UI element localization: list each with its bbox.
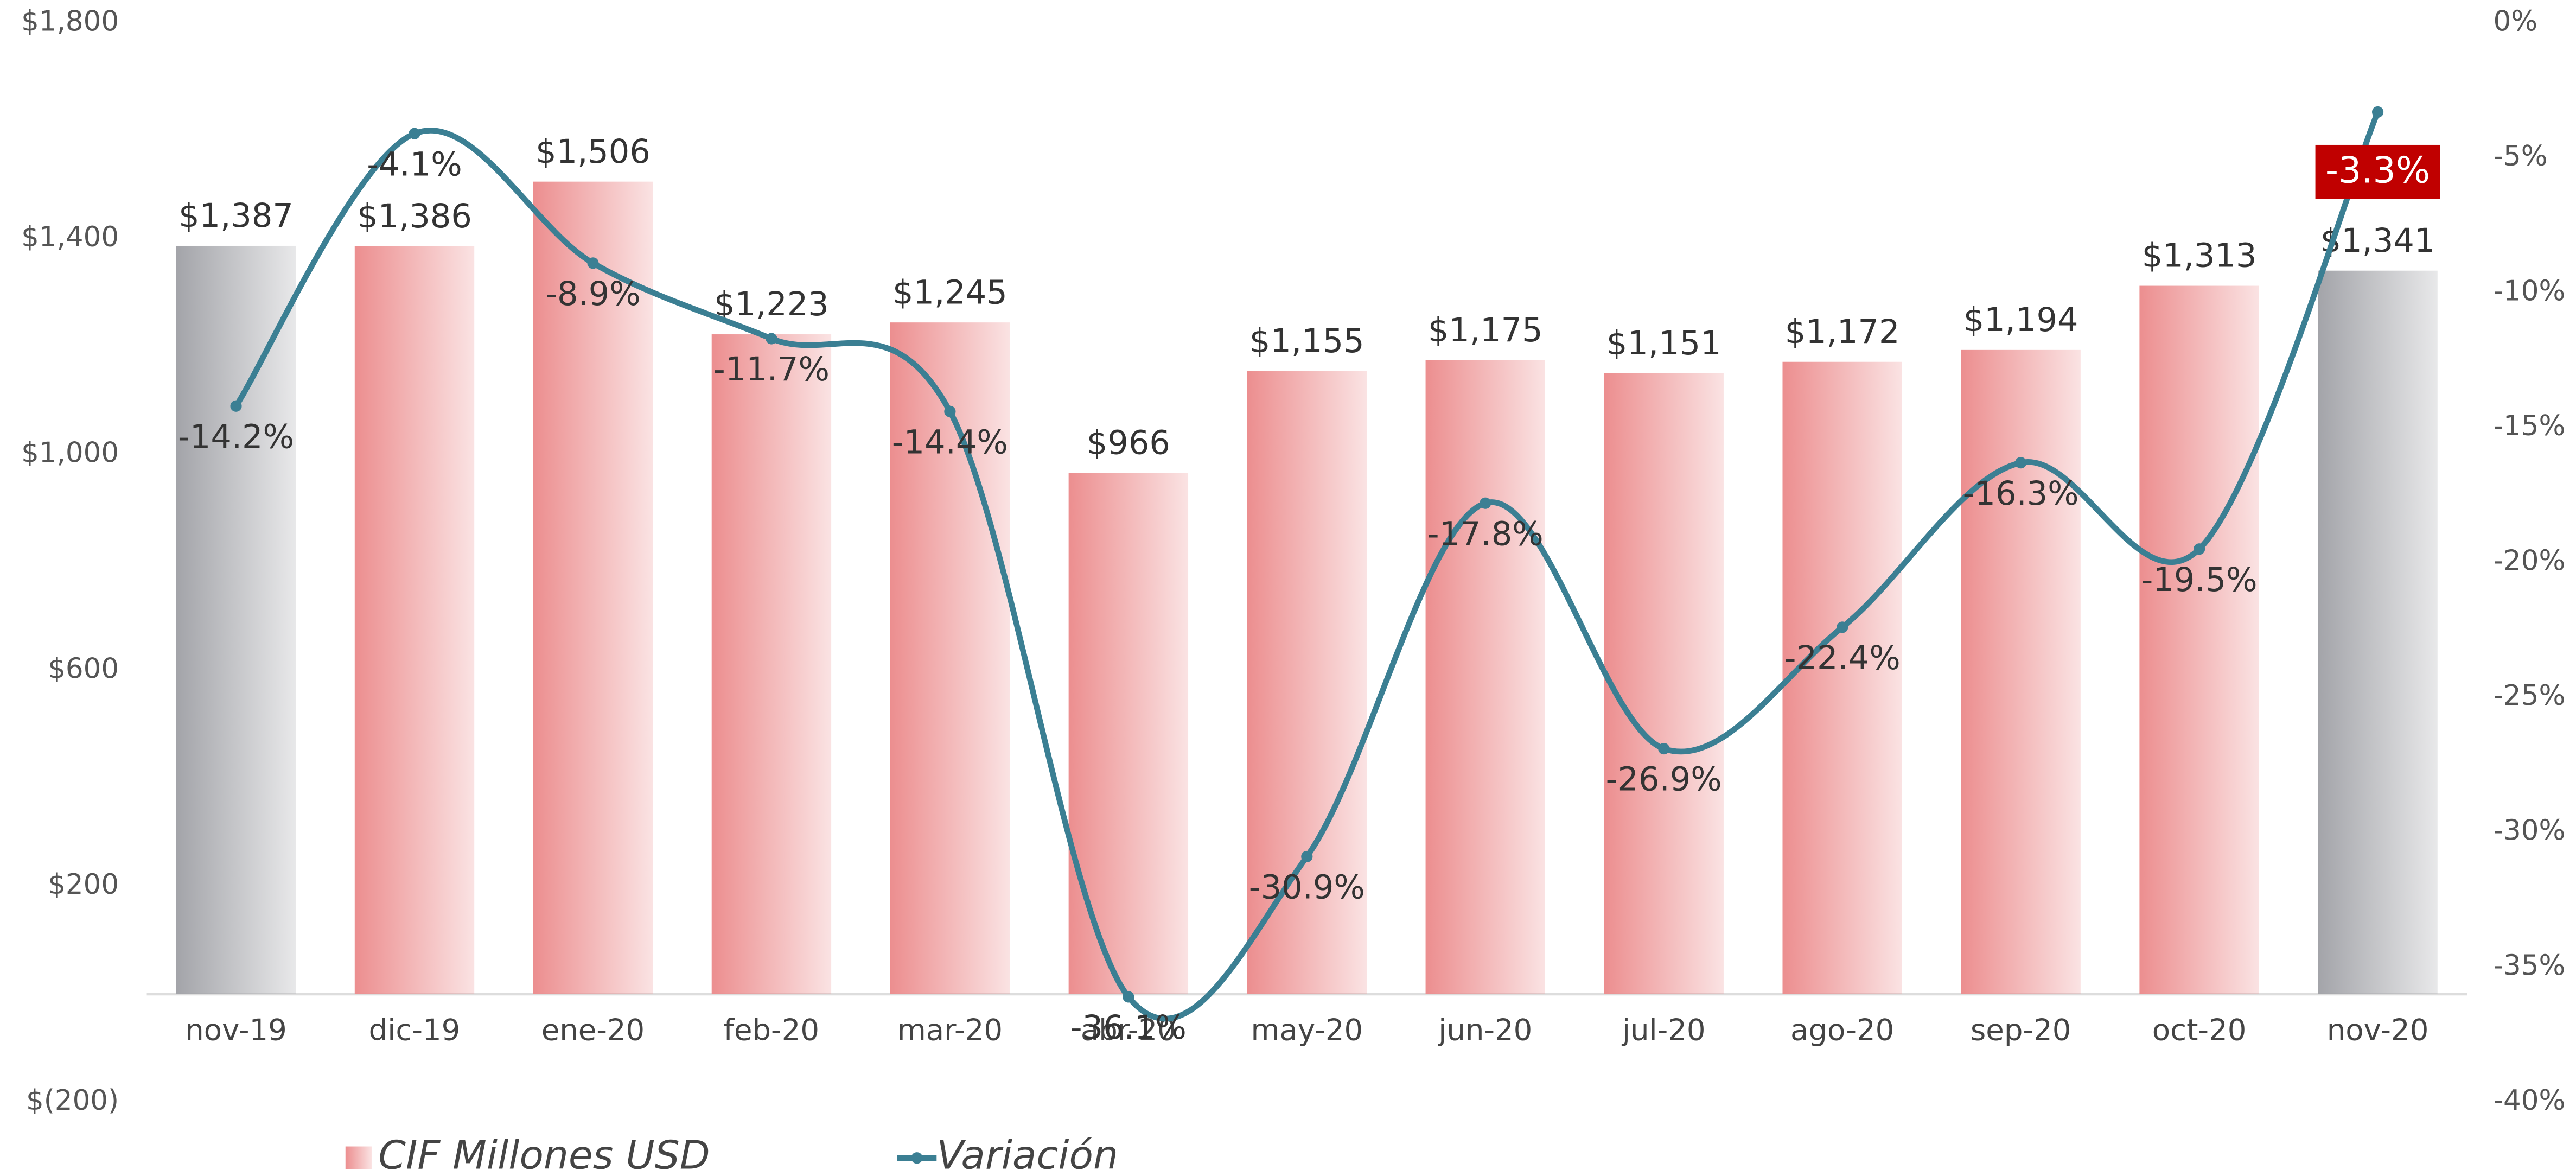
bar (890, 322, 1010, 994)
line-point (1480, 497, 1491, 509)
bar-value-label: $1,151 (1606, 325, 1721, 363)
line-point (2371, 106, 2384, 118)
line-value-label: -19.5% (2141, 561, 2258, 599)
y-tick-label: $200 (48, 868, 119, 901)
line-value-label: -22.4% (1784, 639, 1901, 677)
x-tick-label: dic-19 (369, 1013, 461, 1047)
line (233, 111, 2381, 1022)
line-value-label: -3.3% (2325, 149, 2430, 191)
line-point (1123, 991, 1134, 1003)
y2-tick-label: -10% (2493, 275, 2565, 307)
x-tick-label: jul-20 (1622, 1013, 1706, 1047)
bar-value-label: $1,506 (535, 133, 651, 171)
highlight-box (2315, 144, 2440, 199)
legend-label: Variación (936, 1133, 1118, 1176)
x-tick-label: may-20 (1251, 1013, 1363, 1047)
legend-label: CIF Millones USD (378, 1133, 710, 1176)
line-value-label: -14.4% (892, 423, 1008, 461)
x-tick-label: feb-20 (724, 1013, 819, 1047)
line-point (1658, 743, 1670, 755)
bar-value-label: $966 (1087, 424, 1170, 462)
y-tick-label: $(200) (26, 1084, 119, 1117)
y-tick-label: $1,000 (21, 437, 119, 469)
bar (533, 181, 653, 994)
bar (1961, 349, 2081, 994)
bar (176, 245, 296, 994)
y2-tick-label: -15% (2493, 410, 2565, 442)
line-value-label: -14.2% (178, 418, 294, 456)
line-value-label: -8.9% (545, 275, 641, 313)
bar (354, 246, 475, 994)
x-tick-label: oct-20 (2152, 1013, 2247, 1047)
y2-tick-label: -5% (2493, 140, 2547, 173)
line-value-label: -16.3% (1963, 475, 2079, 513)
y2-tick-label: 0% (2493, 5, 2537, 37)
y2-tick-label: -35% (2493, 949, 2565, 982)
bar (1604, 373, 1724, 994)
line-point (409, 128, 420, 139)
bar-value-label: $1,175 (1428, 312, 1543, 349)
bar-value-label: $1,155 (1249, 322, 1364, 360)
y2-tick-label: -40% (2493, 1084, 2565, 1117)
line-point (1837, 621, 1848, 633)
x-tick-label: jun-20 (1438, 1013, 1532, 1047)
x-tick-label: sep-20 (1971, 1013, 2071, 1047)
line-point (1301, 850, 1313, 863)
bar-value-label: $1,245 (892, 274, 1008, 312)
line-value-label: -11.7% (713, 351, 830, 389)
line-point (230, 400, 242, 412)
line-value-label: -36.1% (1070, 1009, 1187, 1047)
line-point (2015, 457, 2027, 469)
y2-tick-label: -25% (2493, 679, 2565, 712)
line-value-label: -26.9% (1606, 761, 1722, 799)
legend-swatch-point (911, 1152, 923, 1164)
line-point (766, 333, 777, 345)
bar (711, 334, 832, 994)
line-value-label: -30.9% (1249, 869, 1365, 907)
y-tick-label: $1,400 (21, 221, 119, 253)
y2-tick-label: -30% (2493, 815, 2565, 847)
line-point (2194, 543, 2205, 555)
x-tick-label: ene-20 (541, 1013, 645, 1047)
bar (1425, 360, 1545, 994)
bar-value-label: $1,172 (1785, 313, 1900, 351)
line-value-label: -17.8% (1427, 515, 1544, 553)
bar-value-label: $1,194 (1963, 301, 2078, 339)
bar-value-label: $1,387 (178, 197, 294, 235)
x-tick-label: nov-19 (185, 1013, 287, 1047)
bar (1068, 473, 1189, 994)
y-tick-label: $600 (48, 652, 119, 685)
y-tick-label: $1,800 (21, 5, 119, 37)
y2-tick-label: -20% (2493, 545, 2565, 577)
x-tick-label: mar-20 (897, 1013, 1003, 1047)
line-value-label: -4.1% (367, 145, 462, 183)
x-tick-label: ago-20 (1790, 1013, 1894, 1047)
bar (2139, 285, 2259, 994)
bar (1247, 371, 1367, 994)
bar (1782, 361, 1902, 994)
line-point (944, 405, 956, 417)
bar-value-label: $1,386 (357, 198, 472, 236)
x-tick-label: nov-20 (2327, 1013, 2429, 1047)
bar (2318, 270, 2438, 994)
bar-value-label: $1,313 (2142, 237, 2257, 275)
line-point (587, 257, 599, 269)
legend-swatch (345, 1146, 372, 1169)
bar-value-label: $1,223 (714, 285, 829, 323)
